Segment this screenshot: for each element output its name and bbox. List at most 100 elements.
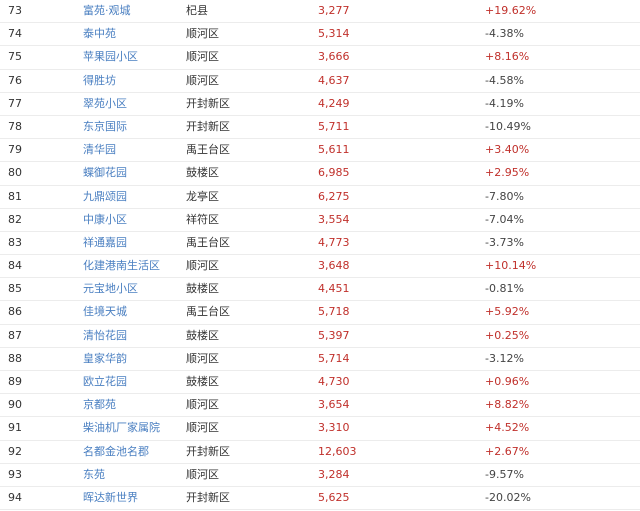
table-row: 86 佳境天城 禹王台区 5,718 +5.92% <box>0 301 640 325</box>
table-row: 88 皇家华韵 顺河区 5,714 -3.12% <box>0 348 640 371</box>
price-cell: 4,637 <box>318 73 350 87</box>
district-cell: 开封新区 <box>186 490 230 504</box>
table-row: 84 化建港南生活区 顺河区 3,648 +10.14% <box>0 255 640 279</box>
community-link[interactable]: 祥通嘉园 <box>83 235 127 249</box>
price-cell: 5,611 <box>318 143 350 157</box>
table-row: 82 中康小区 祥符区 3,554 -7.04% <box>0 209 640 232</box>
rank-cell: 78 <box>8 119 22 133</box>
community-link[interactable]: 得胜坊 <box>83 73 116 87</box>
community-link[interactable]: 皇家华韵 <box>83 351 127 365</box>
change-cell: +0.25% <box>485 328 530 342</box>
rank-cell: 87 <box>8 328 22 342</box>
community-link[interactable]: 中康小区 <box>83 212 127 226</box>
price-cell: 5,714 <box>318 351 350 365</box>
district-cell: 顺河区 <box>186 27 219 41</box>
community-link[interactable]: 翠苑小区 <box>83 96 127 110</box>
change-cell: -3.73% <box>485 235 524 249</box>
community-link[interactable]: 名都金池名郡 <box>83 444 149 458</box>
change-cell: +10.14% <box>485 259 537 273</box>
rank-cell: 86 <box>8 305 22 319</box>
district-cell: 鼓楼区 <box>186 166 219 180</box>
rank-cell: 93 <box>8 467 22 481</box>
community-link[interactable]: 柴油机厂家属院 <box>83 421 160 435</box>
community-link[interactable]: 佳境天城 <box>83 305 127 319</box>
community-link[interactable]: 蝶御花园 <box>83 166 127 180</box>
change-cell: -0.81% <box>485 282 524 296</box>
change-cell: -9.57% <box>485 467 524 481</box>
price-cell: 3,277 <box>318 4 350 17</box>
table-row: 81 九鼎颂园 龙亭区 6,275 -7.80% <box>0 186 640 209</box>
price-cell: 5,718 <box>318 305 350 319</box>
community-link[interactable]: 东京国际 <box>83 119 127 133</box>
rank-cell: 83 <box>8 235 22 249</box>
price-cell: 3,648 <box>318 259 350 273</box>
community-link[interactable]: 苹果园小区 <box>83 50 138 64</box>
district-cell: 禹王台区 <box>186 305 230 319</box>
price-cell: 5,397 <box>318 328 350 342</box>
price-cell: 5,711 <box>318 119 350 133</box>
change-cell: +2.95% <box>485 166 530 180</box>
community-link[interactable]: 元宝地小区 <box>83 282 138 296</box>
change-cell: -3.12% <box>485 351 524 365</box>
rank-cell: 76 <box>8 73 22 87</box>
table-row: 85 元宝地小区 鼓楼区 4,451 -0.81% <box>0 278 640 302</box>
price-cell: 3,310 <box>318 421 350 435</box>
table-row: 90 京都苑 顺河区 3,654 +8.82% <box>0 394 640 418</box>
table-row: 79 清华园 禹王台区 5,611 +3.40% <box>0 139 640 163</box>
price-cell: 3,284 <box>318 467 350 481</box>
community-link[interactable]: 欧立花园 <box>83 375 127 388</box>
district-cell: 禹王台区 <box>186 143 230 157</box>
rank-cell: 92 <box>8 444 22 458</box>
price-cell: 6,275 <box>318 189 350 203</box>
district-cell: 开封新区 <box>186 444 230 458</box>
table-row: 78 东京国际 开封新区 5,711 -10.49% <box>0 116 640 140</box>
district-cell: 杞县 <box>186 4 208 17</box>
change-cell: -7.04% <box>485 212 524 226</box>
community-link[interactable]: 清华园 <box>83 143 116 157</box>
price-cell: 3,654 <box>318 398 350 412</box>
community-link[interactable]: 化建港南生活区 <box>83 259 160 273</box>
rank-cell: 90 <box>8 398 22 412</box>
price-cell: 5,314 <box>318 27 350 41</box>
rank-cell: 81 <box>8 189 22 203</box>
price-cell: 3,666 <box>318 50 350 64</box>
change-cell: +19.62% <box>485 4 537 17</box>
change-cell: +8.16% <box>485 50 530 64</box>
table-row: 80 蝶御花园 鼓楼区 6,985 +2.95% <box>0 162 640 186</box>
community-link[interactable]: 富苑·观城 <box>83 4 131 17</box>
community-link[interactable]: 东苑 <box>83 467 105 481</box>
table-row: 92 名都金池名郡 开封新区 12,603 +2.67% <box>0 441 640 464</box>
change-cell: +0.96% <box>485 375 530 388</box>
district-cell: 鼓楼区 <box>186 328 219 342</box>
district-cell: 顺河区 <box>186 421 219 435</box>
district-cell: 禹王台区 <box>186 235 230 249</box>
change-cell: +8.82% <box>485 398 530 412</box>
rank-cell: 89 <box>8 375 22 388</box>
community-link[interactable]: 清怡花园 <box>83 328 127 342</box>
district-cell: 龙亭区 <box>186 189 219 203</box>
community-link[interactable]: 晖达新世界 <box>83 490 138 504</box>
community-link[interactable]: 京都苑 <box>83 398 116 412</box>
district-cell: 顺河区 <box>186 73 219 87</box>
district-cell: 鼓楼区 <box>186 282 219 296</box>
table-row: 83 祥通嘉园 禹王台区 4,773 -3.73% <box>0 232 640 256</box>
change-cell: -4.19% <box>485 96 524 110</box>
table-row: 91 柴油机厂家属院 顺河区 3,310 +4.52% <box>0 417 640 441</box>
change-cell: +4.52% <box>485 421 530 435</box>
rank-cell: 85 <box>8 282 22 296</box>
price-cell: 4,249 <box>318 96 350 110</box>
change-cell: -10.49% <box>485 119 531 133</box>
change-cell: -4.38% <box>485 27 524 41</box>
price-cell: 12,603 <box>318 444 357 458</box>
rank-cell: 88 <box>8 351 22 365</box>
rank-cell: 75 <box>8 50 22 64</box>
rank-cell: 80 <box>8 166 22 180</box>
table-row: 74 泰中苑 顺河区 5,314 -4.38% <box>0 23 640 47</box>
community-link[interactable]: 泰中苑 <box>83 27 116 41</box>
rank-cell: 73 <box>8 4 22 17</box>
community-link[interactable]: 九鼎颂园 <box>83 189 127 203</box>
price-cell: 6,985 <box>318 166 350 180</box>
table-row: 76 得胜坊 顺河区 4,637 -4.58% <box>0 70 640 93</box>
district-cell: 祥符区 <box>186 212 219 226</box>
